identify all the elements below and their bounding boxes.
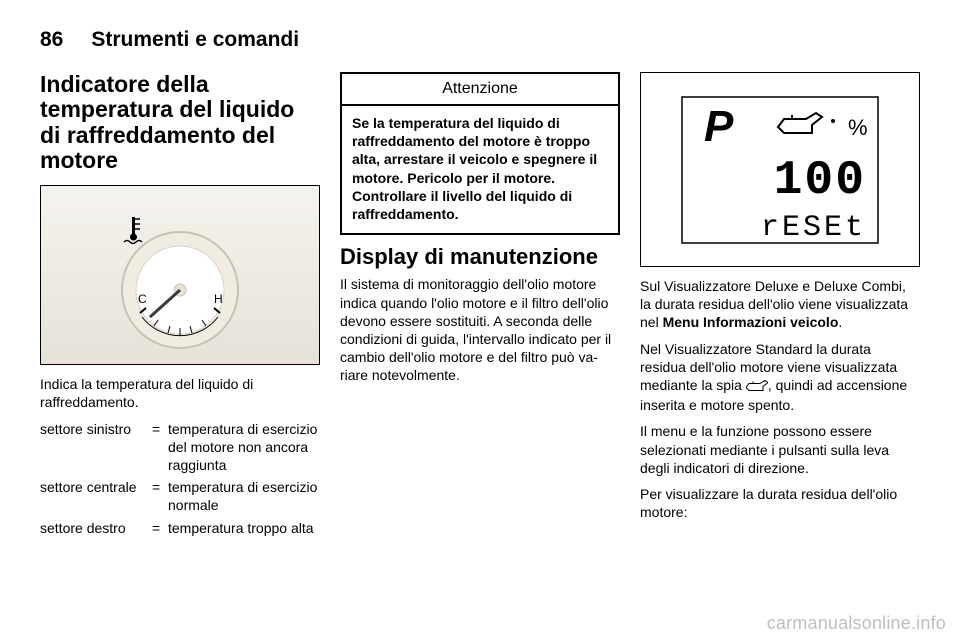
content-columns: Indicatore della temperatura del liquido… xyxy=(40,72,920,622)
def-row: settore sinistro = temperatura di eserci… xyxy=(40,420,320,475)
coolant-caption: Indica la temperatura del liquido di raf… xyxy=(40,375,320,411)
oil-life-lcd-figure: P % 100 rESEt xyxy=(640,72,920,267)
oil-life-p3: Il menu e la funzione possono essere sel… xyxy=(640,422,920,477)
gauge-cold-label: C xyxy=(138,292,147,306)
def-val: temperatura di esercizio normale xyxy=(168,478,320,514)
def-eq: = xyxy=(152,478,168,514)
def-val: temperatura troppo alta xyxy=(168,519,320,537)
def-row: settore centrale = temperatura di eserci… xyxy=(40,478,320,514)
maintenance-display-body: Il sistema di monitoraggio dell'olio mot… xyxy=(340,275,620,384)
oil-can-icon xyxy=(778,113,835,133)
p1-after: . xyxy=(838,314,842,330)
p1-bold: Menu Informazioni veicolo xyxy=(663,314,839,330)
maintenance-display-title: Display di manutenzione xyxy=(340,245,620,269)
warning-title: Attenzione xyxy=(342,74,618,106)
warning-body: Se la temperatura del liquido di raffred… xyxy=(342,106,618,233)
watermark: carmanualsonline.info xyxy=(767,613,946,634)
def-row: settore destro = temperatura troppo alta xyxy=(40,519,320,537)
coolant-gauge-figure: C H xyxy=(40,185,320,365)
column-3: P % 100 rESEt Sul Visualizzatore Deluxe … xyxy=(640,72,920,622)
page-number: 86 xyxy=(40,28,63,52)
lcd-percent: % xyxy=(848,115,868,140)
column-1: Indicatore della temperatura del liquido… xyxy=(40,72,320,622)
column-2: Attenzione Se la temperatura del liquido… xyxy=(340,72,620,622)
def-key: settore centrale xyxy=(40,478,152,514)
gauge-hot-label: H xyxy=(214,292,223,306)
oil-life-p1: Sul Visualizzatore Deluxe e Deluxe Combi… xyxy=(640,277,920,332)
lcd-reset: rESEt xyxy=(761,211,866,245)
lcd-value: 100 xyxy=(774,154,866,208)
def-eq: = xyxy=(152,420,168,475)
oil-can-inline-icon xyxy=(746,378,768,396)
def-key: settore destro xyxy=(40,519,152,537)
warning-box: Attenzione Se la temperatura del liquido… xyxy=(340,72,620,235)
def-key: settore sinistro xyxy=(40,420,152,475)
coolant-gauge-svg: C H xyxy=(80,195,280,355)
coolant-thermometer-icon xyxy=(124,217,142,244)
def-eq: = xyxy=(152,519,168,537)
coolant-temp-title: Indicatore della temperatura del liquido… xyxy=(40,72,320,173)
lcd-gear: P xyxy=(704,102,734,151)
chapter-title: Strumenti e comandi xyxy=(91,28,299,52)
def-val: temperatura di esercizio del mo­tore non… xyxy=(168,420,320,475)
page-header: 86 Strumenti e comandi xyxy=(40,28,920,52)
oil-life-p4: Per visualizzare la durata residua del­l… xyxy=(640,485,920,521)
coolant-definitions: settore sinistro = temperatura di eserci… xyxy=(40,420,320,537)
oil-life-p2: Nel Visualizzatore Standard la durata re… xyxy=(640,340,920,415)
oil-life-lcd-svg: P % 100 rESEt xyxy=(660,85,900,255)
